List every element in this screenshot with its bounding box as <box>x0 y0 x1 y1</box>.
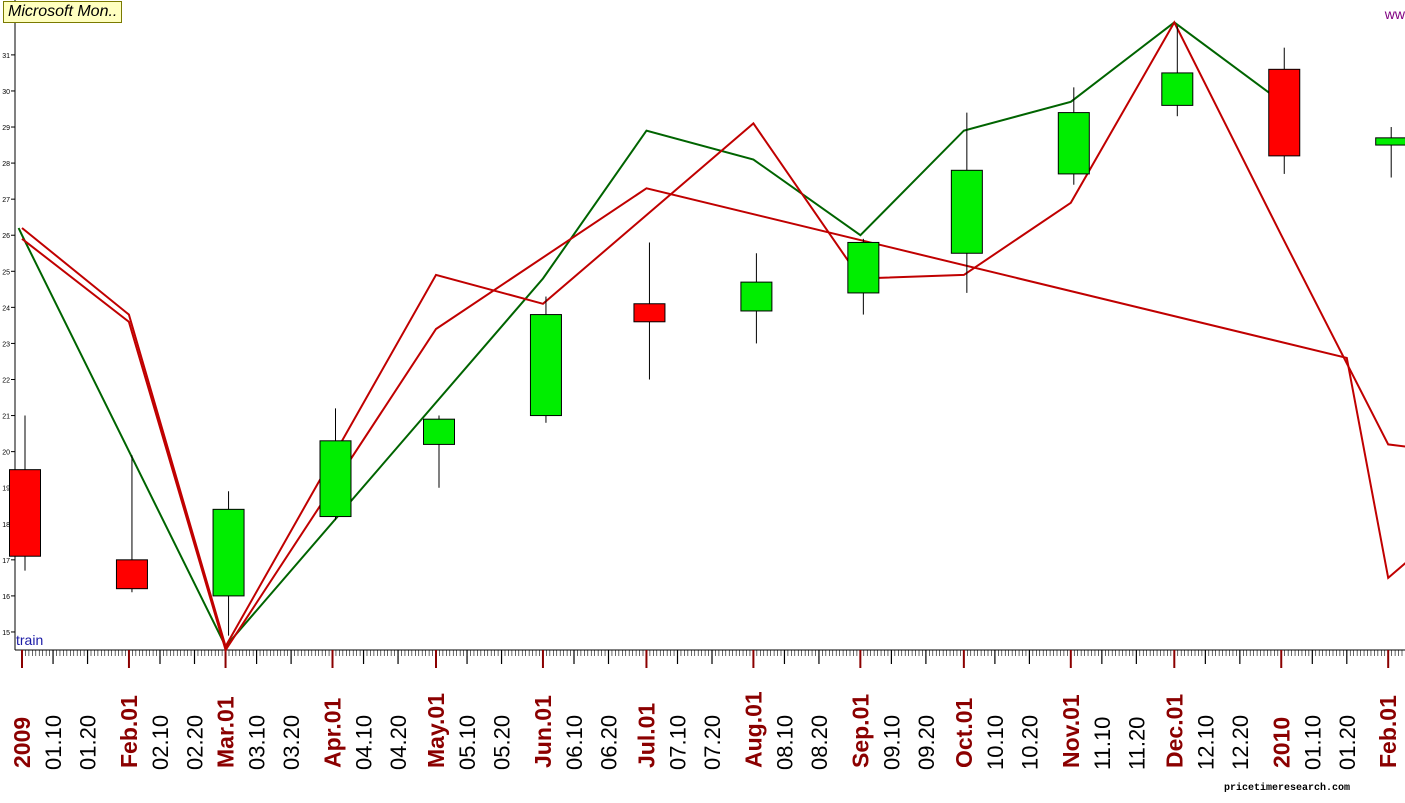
candle-body <box>847 241 880 294</box>
series-line-1 <box>17 21 1282 649</box>
x-tick-label: 03.10 <box>245 715 270 770</box>
candle <box>115 455 148 593</box>
candle-body <box>1375 137 1405 146</box>
x-tick-label: 12.20 <box>1228 715 1253 770</box>
x-tick-label: 08.10 <box>772 715 797 770</box>
candle <box>9 415 41 571</box>
train-label: train <box>16 632 44 648</box>
x-tick-label: 2010 <box>1268 717 1294 768</box>
x-tick-label: 01.20 <box>1335 715 1360 770</box>
x-tick-label: 01.10 <box>41 715 66 770</box>
candle-body <box>529 314 562 417</box>
x-axis: 2009 01.10 01.20 Feb.01 02.10 02.20 Mar.01 03.1… <box>9 649 1405 770</box>
x-tick-label: 04.20 <box>386 715 411 770</box>
y-tick-label: 16 <box>2 594 10 601</box>
candle-body <box>950 169 983 254</box>
candle <box>1268 47 1301 174</box>
x-tick-label: 03.20 <box>279 715 304 770</box>
candle <box>1161 26 1194 117</box>
x-tick-label: Apr.01 <box>320 697 346 768</box>
candle-body <box>633 303 666 323</box>
x-tick-label: 01.10 <box>1300 715 1325 770</box>
candle-body <box>115 559 148 590</box>
x-tick-label: 10.20 <box>1017 715 1042 770</box>
x-tick-label: 05.20 <box>490 715 515 770</box>
x-tick-label: Dec.01 <box>1161 694 1187 768</box>
y-tick-label: 18 <box>2 522 10 529</box>
x-tick-label: Feb.01 <box>116 695 142 768</box>
x-tick-label: 06.10 <box>562 715 587 770</box>
x-tick-label: Aug.01 <box>740 691 766 768</box>
footer-watermark: pricetimeresearch.com <box>1224 783 1351 794</box>
series-line-3 <box>21 187 1405 653</box>
y-tick-label: 20 <box>2 450 10 457</box>
x-tick-label: 11.10 <box>1090 717 1115 770</box>
candle <box>847 238 880 315</box>
x-tick-label: Feb.01 <box>1375 695 1401 768</box>
candle-body <box>9 469 41 557</box>
y-tick-label: 15 <box>2 630 10 637</box>
candle-body <box>212 508 245 597</box>
candle <box>740 253 773 344</box>
candle-body <box>319 440 352 518</box>
y-tick-label: 31 <box>2 53 10 60</box>
candle <box>529 296 562 423</box>
candle <box>319 408 352 521</box>
x-tick-label: 09.20 <box>914 715 939 770</box>
x-tick-label: 04.10 <box>352 715 377 770</box>
candle-body <box>1161 72 1194 106</box>
candle <box>1375 127 1405 178</box>
x-tick-label: May.01 <box>423 693 449 768</box>
candle <box>423 415 455 488</box>
y-tick-label: 27 <box>2 197 10 204</box>
x-tick-label: 10.10 <box>983 715 1008 770</box>
x-tick-label: 01.20 <box>76 715 101 770</box>
y-tick-label: 22 <box>2 377 10 384</box>
x-tick-label: 07.10 <box>666 715 691 770</box>
x-tick-label: 08.20 <box>807 715 832 770</box>
x-tick-label: 02.20 <box>183 715 208 770</box>
candle-body <box>1268 68 1301 157</box>
y-tick-label: 29 <box>2 125 10 132</box>
x-tick-label: 06.20 <box>597 715 622 770</box>
x-tick-label: 2009 <box>9 717 35 768</box>
candles <box>9 26 1405 636</box>
x-tick-label: Jun.01 <box>530 695 556 768</box>
y-tick-label: 25 <box>2 269 10 276</box>
x-tick-label: 07.20 <box>700 715 725 770</box>
y-tick-label: 23 <box>2 341 10 348</box>
x-tick-label: 05.10 <box>455 715 480 770</box>
y-tick-label: 24 <box>2 305 10 312</box>
y-tick-label: 19 <box>2 486 10 493</box>
candle-body <box>1057 112 1090 175</box>
x-tick-label: Sep.01 <box>847 694 873 768</box>
candle <box>212 491 245 636</box>
corner-label: ww <box>1384 6 1405 22</box>
y-tick-label: 26 <box>2 233 10 240</box>
x-tick-label: 02.10 <box>148 715 173 770</box>
y-tick-label: 28 <box>2 161 10 168</box>
x-tick-label: 12.10 <box>1193 715 1218 770</box>
candle <box>1057 87 1090 185</box>
x-tick-label: 11.20 <box>1124 717 1149 770</box>
x-tick-label: Mar.01 <box>213 696 239 768</box>
x-tick-label: Oct.01 <box>951 697 977 768</box>
x-tick-label: Nov.01 <box>1058 694 1084 768</box>
x-tick-label: 09.10 <box>879 715 904 770</box>
candle-body <box>423 418 455 445</box>
y-tick-label: 30 <box>2 89 10 96</box>
candle <box>950 112 983 293</box>
y-tick-label: 21 <box>2 414 10 421</box>
candle-body <box>740 281 773 312</box>
chart-title-box: Microsoft Mon.. <box>3 1 123 23</box>
y-tick-label: 17 <box>2 558 10 565</box>
candle <box>633 242 666 380</box>
x-tick-label: Jul.01 <box>633 703 659 768</box>
